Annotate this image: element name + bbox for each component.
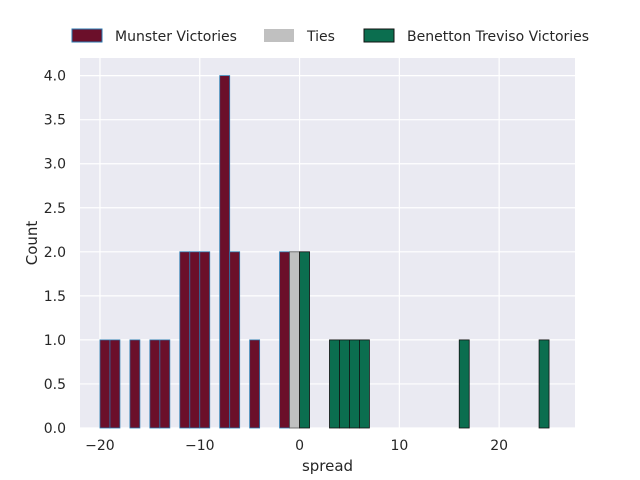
legend-label: Munster Victories (115, 29, 237, 45)
y-tick-label: 1.5 (44, 289, 66, 305)
y-tick-label: 3.5 (44, 113, 66, 129)
histogram-bar (149, 339, 161, 429)
histogram-bar (219, 75, 231, 429)
y-tick-label: 1.0 (44, 333, 66, 349)
histogram-bar (229, 251, 241, 429)
x-tick-label: 10 (390, 438, 408, 454)
y-tick-labels: 0.0 0.5 1.0 1.5 2.0 2.5 3.0 3.5 4.0 (44, 69, 66, 437)
legend-label: Ties (306, 29, 335, 45)
histogram-bar (359, 339, 370, 429)
histogram-bar (179, 251, 191, 429)
y-tick-label: 0.5 (44, 377, 66, 393)
histogram-bar (109, 339, 121, 429)
legend-swatch (264, 29, 294, 42)
y-axis-label: Count (23, 221, 41, 266)
y-tick-label: 0.0 (44, 421, 66, 437)
histogram-bar (189, 251, 201, 429)
x-axis-label: spread (302, 457, 353, 475)
y-tick-label: 4.0 (44, 69, 66, 85)
histogram-bar (349, 339, 360, 429)
x-tick-label: 20 (490, 438, 508, 454)
histogram-bar (199, 251, 211, 429)
legend-swatch (363, 28, 395, 43)
histogram-bar (339, 339, 350, 429)
histogram-bar (299, 251, 310, 429)
histogram-bar (279, 251, 290, 429)
histogram-bar (329, 339, 340, 429)
y-tick-label: 3.0 (44, 157, 66, 173)
x-tick-labels: −20 −10 0 10 20 (85, 438, 508, 454)
histogram-bar (129, 339, 141, 429)
x-tick-label: −10 (185, 438, 215, 454)
histogram-bar (538, 339, 550, 429)
histogram-bar (159, 339, 171, 429)
bars (99, 75, 550, 429)
x-tick-label: −20 (85, 438, 115, 454)
x-tick-label: 0 (295, 438, 304, 454)
legend-label: Benetton Treviso Victories (407, 29, 589, 45)
y-tick-label: 2.0 (44, 245, 66, 261)
histogram-bar (458, 339, 470, 429)
histogram-bar (99, 339, 111, 429)
y-tick-label: 2.5 (44, 201, 66, 217)
legend-swatch (71, 28, 103, 43)
histogram-bar (249, 339, 261, 429)
legend: Munster Victories Ties Benetton Treviso Vi… (71, 28, 589, 45)
histogram-bar (289, 251, 300, 429)
